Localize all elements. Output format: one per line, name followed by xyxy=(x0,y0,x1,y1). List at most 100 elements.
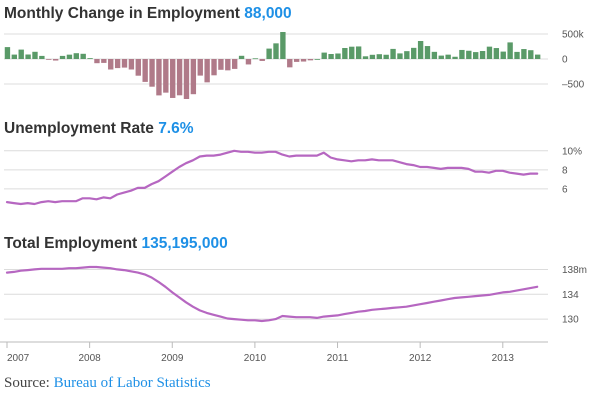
bar xyxy=(362,56,369,59)
bar xyxy=(73,53,79,59)
source-link[interactable]: Bureau of Labor Statistics xyxy=(53,375,211,391)
bar xyxy=(176,59,183,96)
series-line xyxy=(5,149,539,206)
bar xyxy=(190,59,197,95)
x-tick-label: 2012 xyxy=(409,353,432,364)
bar xyxy=(183,59,190,99)
bar xyxy=(424,46,431,59)
bar xyxy=(66,54,73,59)
panel-total-employment: Total Employment 135,195,000 138m 134 130 xyxy=(4,235,587,326)
bar xyxy=(4,47,11,59)
y-tick-label: 6 xyxy=(562,184,568,195)
bar xyxy=(218,59,224,70)
bar xyxy=(11,54,18,59)
bar xyxy=(170,59,176,98)
bar xyxy=(500,51,506,59)
y-tick-label: 0 xyxy=(562,55,568,66)
bar xyxy=(473,52,479,59)
y-tick-label: 134 xyxy=(562,290,579,301)
bar xyxy=(342,48,348,59)
bar xyxy=(114,59,121,69)
bar xyxy=(87,58,93,59)
bar xyxy=(466,50,472,59)
bar xyxy=(197,59,203,76)
bar xyxy=(149,59,155,87)
bar xyxy=(259,59,265,61)
bar xyxy=(328,54,334,59)
bar xyxy=(397,53,403,59)
bar xyxy=(211,59,217,76)
bar xyxy=(438,55,444,59)
bar xyxy=(335,53,341,59)
monthly-change-title: Monthly Change in Employment 88,000 xyxy=(4,5,292,22)
bar xyxy=(452,56,458,59)
bar xyxy=(534,54,541,59)
x-tick-label: 2007 xyxy=(7,353,30,364)
bar xyxy=(46,59,52,60)
bar xyxy=(383,54,389,59)
bar xyxy=(273,43,279,59)
source-label: Source: xyxy=(4,375,50,391)
bar xyxy=(32,51,38,59)
bar xyxy=(101,59,107,63)
panel-monthly-change: Monthly Change in Employment 88,000 500k… xyxy=(4,5,585,99)
bar xyxy=(163,59,169,93)
bar xyxy=(25,54,31,59)
bar xyxy=(80,53,86,59)
total-employment-value: 135,195,000 xyxy=(142,235,228,252)
bar xyxy=(411,47,417,59)
bar xyxy=(156,59,162,96)
bar xyxy=(280,32,286,59)
bar xyxy=(293,59,300,62)
bar xyxy=(238,55,245,59)
source-line: Source: Bureau of Labor Statistics xyxy=(4,375,211,392)
bar xyxy=(135,59,141,76)
bar xyxy=(252,58,259,60)
bar xyxy=(486,46,493,59)
bar xyxy=(369,54,376,59)
bar xyxy=(459,49,465,59)
bar xyxy=(266,48,272,59)
monthly-change-value: 88,000 xyxy=(244,5,291,22)
bar xyxy=(225,59,231,71)
y-tick-label: 138m xyxy=(562,265,587,276)
bar xyxy=(349,46,355,59)
series-line xyxy=(5,265,539,323)
y-tick-label: –500 xyxy=(562,80,585,91)
bar xyxy=(528,50,534,59)
panel-unemployment-rate: Unemployment Rate 7.6% 10% 8 6 xyxy=(4,120,582,206)
total-employment-title: Total Employment 135,195,000 xyxy=(4,235,228,252)
bar xyxy=(355,46,362,59)
bar xyxy=(321,52,327,59)
bar xyxy=(108,59,114,70)
x-tick-label: 2013 xyxy=(492,353,515,364)
x-tick-label: 2011 xyxy=(327,353,349,364)
x-tick-label: 2008 xyxy=(79,353,102,364)
bar xyxy=(445,54,451,59)
y-tick-label: 130 xyxy=(562,315,579,326)
x-tick-label: 2009 xyxy=(161,353,184,364)
unemployment-rate-value: 7.6% xyxy=(158,120,194,137)
bar xyxy=(507,42,513,59)
y-tick-label: 8 xyxy=(562,165,568,176)
y-tick-label: 500k xyxy=(562,30,585,41)
bar xyxy=(245,59,252,65)
bar xyxy=(287,59,293,68)
bar xyxy=(59,55,66,59)
bar xyxy=(231,59,238,69)
bar xyxy=(493,48,500,59)
bar xyxy=(94,59,100,64)
bar xyxy=(39,55,45,59)
bar xyxy=(128,59,135,70)
x-tick-label: 2010 xyxy=(244,353,267,364)
bar xyxy=(390,48,396,59)
bar xyxy=(18,49,24,59)
bar xyxy=(514,51,520,59)
bar xyxy=(204,59,210,83)
bar xyxy=(307,59,314,61)
bar xyxy=(404,51,410,59)
x-axis: 2007 2008 2009 2010 2011 2012 2013 xyxy=(0,341,548,364)
bar xyxy=(314,59,321,60)
bar xyxy=(376,54,382,59)
